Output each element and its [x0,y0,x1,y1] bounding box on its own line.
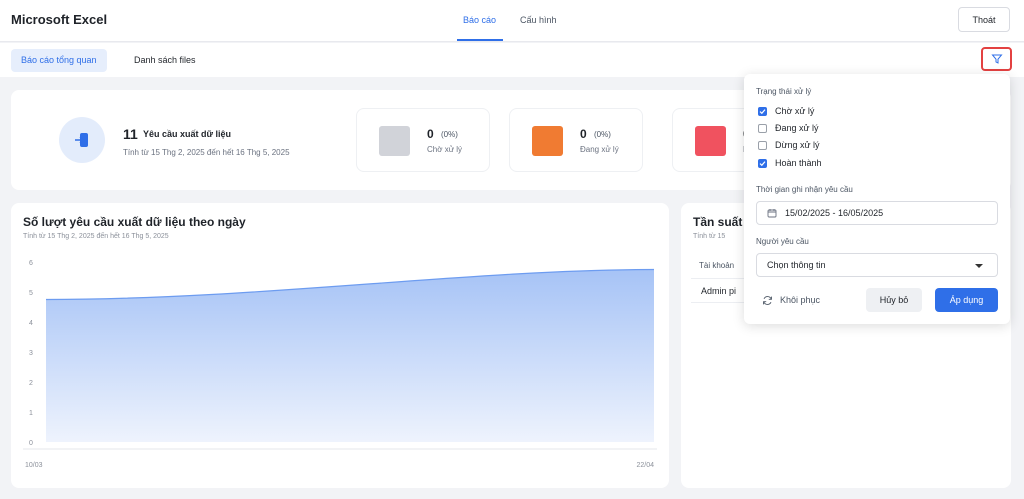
export-icon [75,133,88,147]
app-header: Microsoft Excel Báo cáo Cấu hình Thoát [0,0,1024,42]
frequency-subtitle: Tính từ 15 [693,233,726,240]
check-icon [759,160,766,166]
export-icon-wrap [59,117,105,163]
stat-processing-swatch [532,126,563,156]
series-area [46,269,654,442]
filter-button[interactable] [981,47,1012,71]
tab-settings[interactable]: Cấu hình [520,15,557,25]
calendar-icon [767,209,777,218]
y-tick-label: 2 [29,380,33,387]
sub-tab-bar: Báo cáo tổng quan Danh sách files [0,43,1024,77]
stat-pending-pct: (0%) [441,130,458,139]
logout-button[interactable]: Thoát [958,7,1010,32]
status-option-pending[interactable]: Chờ xử lý [758,104,814,118]
requester-section-title: Người yêu cầu [756,237,809,246]
active-tab-indicator [457,39,503,41]
status-option-processing[interactable]: Đang xử lý [758,121,819,135]
stat-processing-value: 0 [580,127,587,141]
stat-stopped-swatch [695,126,726,156]
request-count-label: Yêu cầu xuất dữ liệu [143,129,232,139]
status-section-title: Trạng thái xử lý [756,87,812,96]
chart-subtitle: Tính từ 15 Thg 2, 2025 đến hết 16 Thg 5,… [23,233,169,240]
reset-label: Khôi phục [780,295,821,305]
chevron-down-icon [975,264,983,268]
y-tick-label: 3 [29,350,33,357]
status-option-stopped[interactable]: Dừng xử lý [758,138,820,152]
filter-panel: Trạng thái xử lý Chờ xử lý Đang xử lý Dừ… [744,74,1010,324]
daily-requests-chart: 0 1 2 3 4 5 6 10/03 22/04 [23,260,657,469]
request-count: 11 [123,126,138,142]
stat-processing-pct: (0%) [594,130,611,139]
requester-select-value: Chọn thông tin [767,260,826,270]
filter-icon [990,54,1003,64]
y-tick-label: 1 [29,410,33,417]
date-range-input[interactable]: 15/02/2025 - 16/05/2025 [756,201,998,225]
checkbox-processing[interactable] [758,123,767,133]
y-tick-label: 0 [29,440,33,447]
stat-pending-value: 0 [427,127,434,141]
subtab-overview[interactable]: Báo cáo tổng quan [11,49,107,72]
cancel-button[interactable]: Hủy bỏ [866,288,922,312]
stat-processing-label: Đang xử lý [580,145,619,154]
tab-reports[interactable]: Báo cáo [463,15,497,25]
stat-processing: 0 (0%) Đang xử lý [509,108,643,172]
check-icon [759,108,766,114]
status-option-label: Chờ xử lý [775,106,815,116]
stat-pending: 0 (0%) Chờ xử lý [356,108,490,172]
y-tick-label: 4 [29,320,33,327]
status-option-label: Đang xử lý [775,123,819,133]
app-title: Microsoft Excel [11,12,108,27]
y-tick-label: 6 [29,260,33,267]
daily-requests-chart-card: 0 1 2 3 4 5 6 10/03 22/04 Số lượt yêu cầu xuất … [11,203,669,488]
reset-button[interactable]: Khôi phục [762,290,820,310]
apply-button[interactable]: Áp dụng [935,288,998,312]
checkbox-completed[interactable] [758,158,767,168]
series-line [45,268,655,301]
subtab-file-list[interactable]: Danh sách files [134,55,196,65]
refresh-icon [763,295,772,305]
status-option-completed[interactable]: Hoàn thành [758,156,822,170]
summary-date-range: Tính từ 15 Thg 2, 2025 đến hết 16 Thg 5,… [123,148,290,157]
date-section-title: Thời gian ghi nhận yêu cầu [756,185,853,194]
frequency-title: Tần suất [693,215,743,229]
stat-pending-label: Chờ xử lý [427,145,463,154]
status-option-label: Dừng xử lý [775,140,820,150]
x-tick-label: 10/03 [25,462,43,469]
requester-select[interactable]: Chọn thông tin [756,253,998,277]
chart-title: Số lượt yêu cầu xuất dữ liệu theo ngày [23,215,246,229]
x-tick-label: 22/04 [636,462,654,469]
y-tick-label: 5 [29,290,33,297]
status-option-label: Hoàn thành [775,158,822,168]
stat-pending-swatch [379,126,410,156]
checkbox-pending[interactable] [758,106,767,116]
date-range-value: 15/02/2025 - 16/05/2025 [785,208,884,218]
checkbox-stopped[interactable] [758,140,767,150]
